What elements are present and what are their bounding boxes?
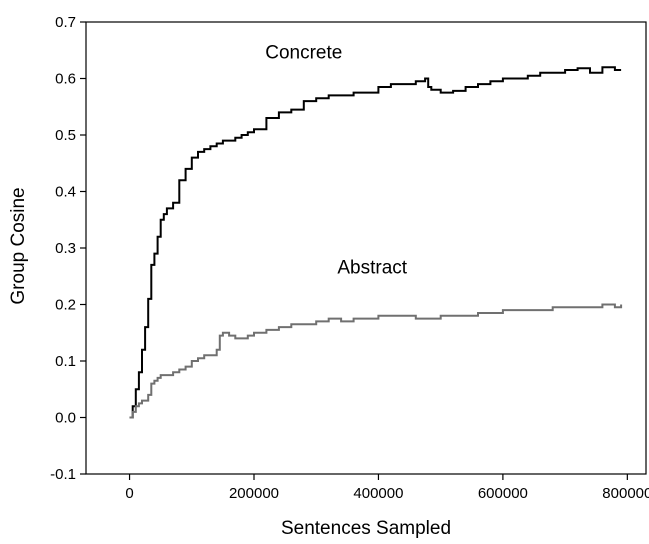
series-label-abstract: Abstract xyxy=(337,257,407,278)
x-tick-label: 0 xyxy=(125,485,133,502)
y-axis-title: Group Cosine xyxy=(8,187,29,304)
plot-frame xyxy=(85,21,647,475)
series-lines xyxy=(129,66,623,419)
series-label-concrete: Concrete xyxy=(265,43,342,64)
plot-area xyxy=(85,21,647,475)
x-tick-label: 200000 xyxy=(229,485,279,502)
y-tick-label: -0.1 xyxy=(50,466,76,483)
y-tick-label: 0.7 xyxy=(55,14,76,31)
y-tick-label: 0.4 xyxy=(55,184,76,201)
y-tick-label: 0.6 xyxy=(55,71,76,88)
x-axis-title: Sentences Sampled xyxy=(281,518,451,539)
series-line-abstract xyxy=(129,303,623,419)
y-tick-label: 0.5 xyxy=(55,127,76,144)
y-tick-label: 0.3 xyxy=(55,240,76,257)
x-tick-label: 800000 xyxy=(602,485,649,502)
y-tick-label: 0.0 xyxy=(55,410,76,427)
axis-ticks: 0 200000 400000 600000 800000 -0.1 0.0 0.1 0.2 0.… xyxy=(50,14,649,502)
y-tick-label: 0.1 xyxy=(55,353,76,370)
x-tick-label: 400000 xyxy=(353,485,403,502)
series-line-concrete xyxy=(129,66,622,419)
y-tick-label: 0.2 xyxy=(55,297,76,314)
x-tick-label: 600000 xyxy=(478,485,528,502)
series-labels: Concrete Abstract xyxy=(265,43,408,279)
